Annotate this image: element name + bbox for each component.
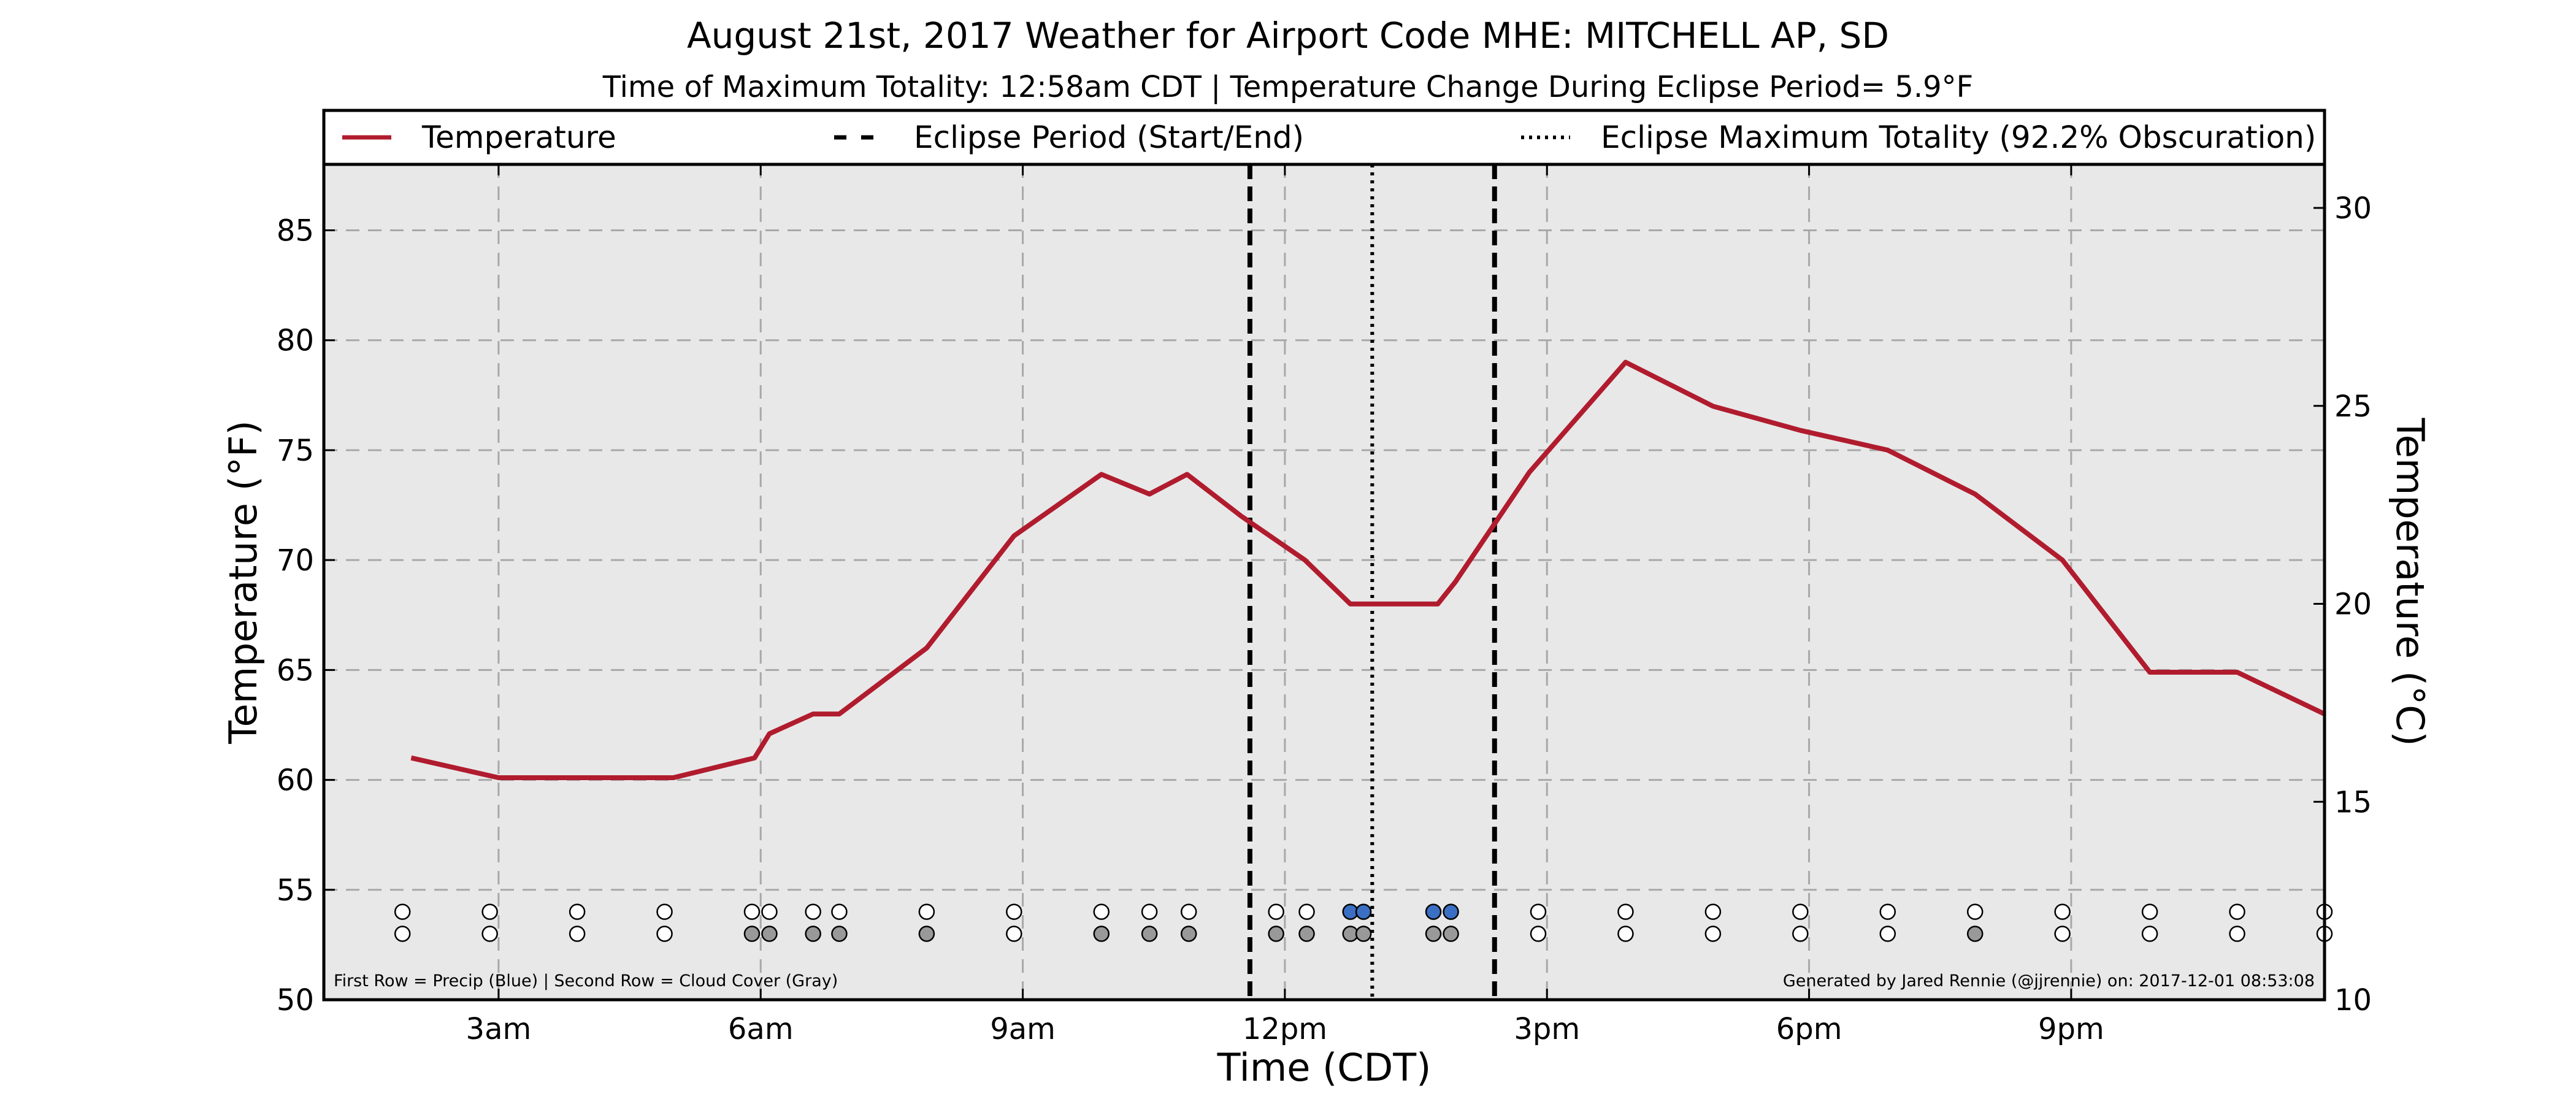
cloud-marker	[1093, 926, 1110, 942]
precip-marker	[2054, 903, 2071, 920]
precip-marker	[1141, 903, 1158, 920]
chart-title: August 21st, 2017 Weather for Airport Co…	[687, 15, 1889, 56]
x-axis-ticks: 3am 6am 9am 12pm 3pm 6pm 9pm	[466, 164, 2104, 1046]
y2-axis-ticks: 10 15 20 25 30	[2313, 191, 2372, 1018]
precip-marker	[1792, 903, 1809, 920]
precip-marker	[2229, 903, 2245, 920]
precip-marker	[1879, 903, 1896, 920]
precip-marker	[805, 903, 821, 920]
cloud-marker	[569, 926, 586, 942]
precip-marker	[1617, 903, 1634, 920]
legend-box	[322, 109, 2326, 166]
cloud-marker	[2229, 926, 2245, 942]
x-tick-label: 9am	[990, 1012, 1056, 1046]
y-axis-ticks: 50 55 60 65 70 75 80 85	[277, 214, 335, 1018]
cloud-marker	[761, 926, 778, 942]
y2-axis-label: Temperature (°C)	[2388, 417, 2432, 746]
cloud-marker	[1617, 926, 1634, 942]
cloud-marker	[1298, 926, 1315, 942]
legend-label-eclipse-period: Eclipse Period (Start/End)	[914, 120, 1304, 155]
precip-marker	[656, 903, 673, 920]
legend-label-temperature: Temperature	[421, 120, 616, 155]
cloud-marker	[1792, 926, 1809, 942]
cloud-marker	[1530, 926, 1547, 942]
observation-markers	[394, 903, 2333, 942]
cloud-marker	[394, 926, 411, 942]
cloud-marker	[1268, 926, 1284, 942]
cloud-marker	[1879, 926, 1896, 942]
y-tick-label: 60	[277, 764, 314, 798]
x-tick-label: 12pm	[1243, 1012, 1327, 1046]
y-tick-label: 65	[277, 653, 314, 688]
cloud-marker	[743, 926, 761, 942]
y2-tick-label: 15	[2334, 785, 2372, 819]
precip-marker	[394, 903, 411, 920]
cloud-marker	[1355, 926, 1372, 942]
cloud-marker	[481, 926, 498, 942]
y2-tick-label: 25	[2334, 389, 2372, 424]
precip-marker	[1425, 903, 1442, 920]
cloud-marker	[1006, 926, 1022, 942]
precip-marker	[1443, 903, 1459, 920]
y-tick-label: 55	[277, 873, 314, 908]
y-axis-label: Temperature (°F)	[221, 420, 266, 744]
cloud-marker	[1425, 926, 1442, 942]
y-tick-label: 75	[277, 434, 314, 468]
footnote-left: First Row = Precip (Blue) | Second Row =…	[334, 972, 838, 991]
cloud-marker	[805, 926, 821, 942]
precip-marker	[761, 903, 778, 920]
cloud-marker	[1443, 926, 1459, 942]
precip-marker	[1966, 903, 1984, 920]
eclipse-lines	[1247, 164, 1497, 1000]
cloud-marker	[1180, 926, 1197, 942]
precip-marker	[1093, 903, 1110, 920]
x-tick-label: 6am	[728, 1012, 794, 1046]
legend: Temperature Eclipse Period (Start/End) E…	[322, 109, 2326, 166]
precip-marker	[569, 903, 586, 920]
series-layer	[410, 359, 2326, 780]
x-tick-label: 6pm	[1776, 1012, 1842, 1046]
cloud-marker	[1141, 926, 1158, 942]
precip-marker	[1355, 903, 1372, 920]
cloud-marker	[1704, 926, 1722, 942]
legend-label-eclipse-max: Eclipse Maximum Totality (92.2% Obscurat…	[1601, 120, 2316, 155]
y-tick-label: 80	[277, 324, 314, 358]
x-axis-label: Time (CDT)	[1217, 1045, 1432, 1090]
precip-marker	[2141, 903, 2158, 920]
y-tick-label: 70	[277, 543, 314, 578]
y2-tick-label: 10	[2334, 983, 2372, 1018]
precip-marker	[1180, 903, 1197, 920]
precip-marker	[743, 903, 761, 920]
cloud-marker	[831, 926, 848, 942]
cloud-marker	[656, 926, 673, 942]
y-tick-label: 85	[277, 214, 314, 248]
x-tick-label: 9pm	[2038, 1012, 2104, 1046]
cloud-marker	[2141, 926, 2158, 942]
chart-subtitle: Time of Maximum Totality: 12:58am CDT | …	[602, 70, 1974, 104]
precip-marker	[831, 903, 848, 920]
series-line-temperature	[410, 359, 2326, 780]
precip-marker	[1704, 903, 1722, 920]
precip-marker	[481, 903, 498, 920]
y-tick-label: 50	[277, 983, 314, 1018]
y2-tick-label: 30	[2334, 191, 2372, 226]
cloud-marker	[2054, 926, 2071, 942]
precip-marker	[1268, 903, 1284, 920]
precip-marker	[1006, 903, 1022, 920]
precip-marker	[918, 903, 935, 920]
precip-marker	[1298, 903, 1315, 920]
y2-tick-label: 20	[2334, 588, 2372, 622]
precip-marker	[1530, 903, 1547, 920]
cloud-marker	[1966, 926, 1984, 942]
x-tick-label: 3pm	[1514, 1012, 1580, 1046]
x-tick-label: 3am	[466, 1012, 532, 1046]
footnote-right: Generated by Jared Rennie (@jjrennie) on…	[1783, 972, 2315, 991]
grid-lines	[324, 164, 2325, 1000]
cloud-marker	[918, 926, 935, 942]
